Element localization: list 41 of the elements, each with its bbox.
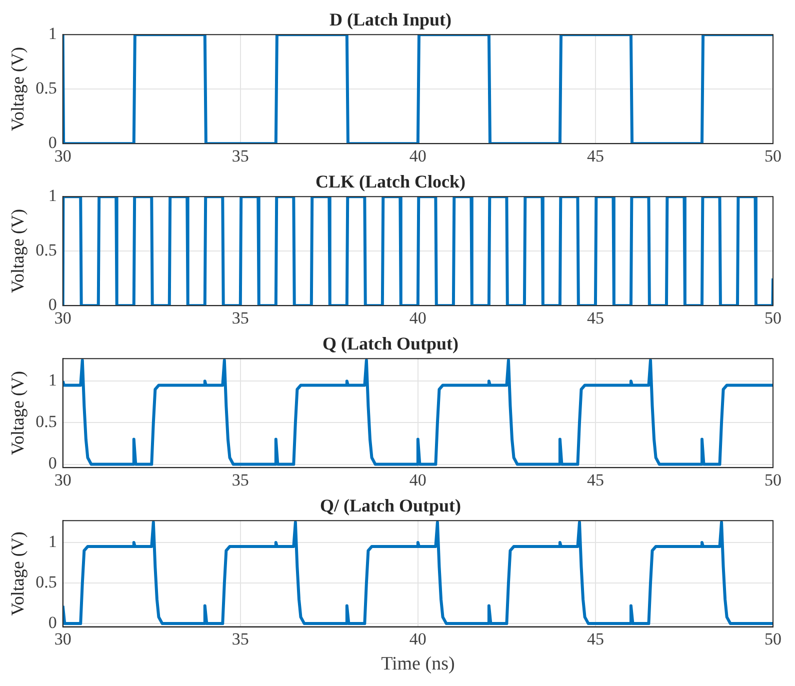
x-tick-label: 30: [54, 308, 72, 328]
y-tick-label: 1: [48, 370, 57, 390]
x-tick-label: 35: [232, 146, 249, 166]
x-tick-label: 30: [54, 470, 72, 490]
x-tick-label: 50: [764, 308, 782, 328]
chart-title: D (Latch Input): [329, 9, 452, 30]
y-axis-title: Voltage (V): [8, 532, 28, 616]
y-tick-label: 1: [48, 532, 57, 551]
y-tick-label: 0.5: [36, 412, 57, 432]
y-tick-label: 0: [48, 133, 57, 152]
y-axis-title: Voltage (V): [8, 209, 28, 294]
x-tick-label: 40: [409, 470, 426, 490]
y-axis-title: Voltage (V): [8, 47, 28, 132]
x-tick-label: 45: [586, 146, 604, 166]
x-tick-label: 40: [409, 308, 426, 328]
y-tick-label: 0: [48, 613, 57, 632]
y-axis-title: Voltage (V): [8, 371, 28, 456]
x-tick-label: 50: [764, 470, 782, 490]
x-tick-label: 45: [586, 629, 604, 648]
chart-title: Q (Latch Output): [322, 333, 459, 354]
y-tick-label: 0.5: [36, 240, 57, 260]
chart-title: CLK (Latch Clock): [316, 171, 466, 192]
y-tick-label: 0.5: [36, 78, 57, 98]
x-tick-label: 50: [764, 146, 782, 166]
x-tick-label: 40: [409, 146, 426, 166]
y-tick-label: 1: [48, 24, 57, 44]
y-tick-label: 0.5: [36, 572, 57, 592]
x-tick-label: 50: [764, 629, 782, 648]
y-tick-label: 0: [48, 454, 57, 473]
x-tick-label: 30: [54, 629, 72, 648]
y-tick-label: 1: [48, 186, 57, 206]
x-tick-label: 40: [409, 629, 426, 648]
x-tick-label: 45: [586, 470, 604, 490]
y-tick-label: 0: [48, 295, 57, 314]
x-tick-label: 30: [54, 146, 72, 166]
chart-title: Q/ (Latch Output): [320, 495, 462, 516]
x-axis-title: Time (ns): [381, 654, 455, 675]
x-tick-label: 35: [232, 629, 249, 648]
x-tick-label: 45: [586, 308, 604, 328]
x-tick-label: 35: [232, 470, 249, 490]
x-tick-label: 35: [232, 308, 249, 328]
